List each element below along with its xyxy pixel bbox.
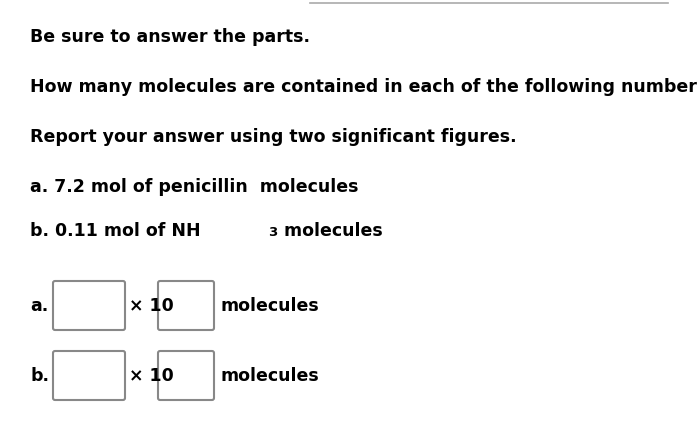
Text: molecules: molecules [220, 297, 318, 315]
Text: Report your answer using two significant figures.: Report your answer using two significant… [30, 128, 517, 146]
Text: molecules: molecules [278, 222, 383, 240]
FancyBboxPatch shape [158, 351, 214, 400]
Text: 3: 3 [268, 226, 277, 239]
FancyBboxPatch shape [53, 281, 125, 330]
Text: a. 7.2 mol of penicillin  molecules: a. 7.2 mol of penicillin molecules [30, 178, 358, 196]
Text: × 10: × 10 [129, 297, 174, 315]
Text: Be sure to answer the parts.: Be sure to answer the parts. [30, 28, 310, 46]
Text: b.: b. [30, 367, 49, 385]
Text: a.: a. [30, 297, 48, 315]
Text: How many molecules are contained in each of the following number of moles?: How many molecules are contained in each… [30, 78, 700, 96]
FancyBboxPatch shape [158, 281, 214, 330]
Text: × 10: × 10 [129, 367, 174, 385]
FancyBboxPatch shape [53, 351, 125, 400]
Text: b. 0.11 mol of NH: b. 0.11 mol of NH [30, 222, 201, 240]
Text: molecules: molecules [220, 367, 318, 385]
